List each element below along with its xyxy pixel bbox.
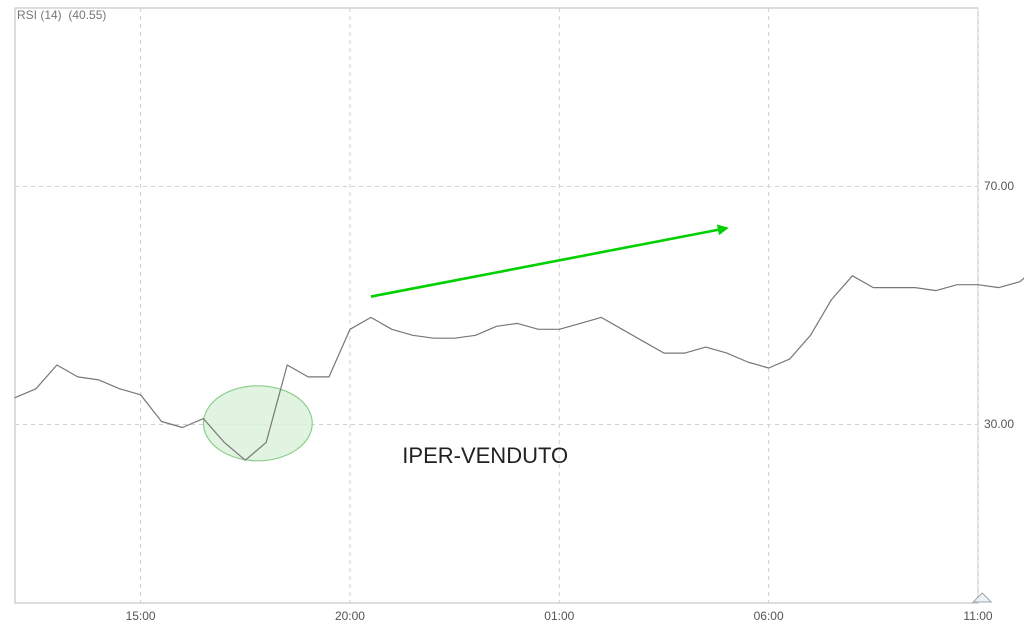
chart-svg	[0, 0, 1024, 629]
x-tick-label: 01:00	[544, 609, 574, 623]
x-tick-label: 20:00	[335, 609, 365, 623]
x-tick-label: 15:00	[126, 609, 156, 623]
y-tick-label: 70.00	[984, 179, 1014, 193]
indicator-title: RSI (14) (40.55)	[17, 8, 106, 22]
x-tick-label: 11:00	[963, 609, 992, 623]
annotation-label: IPER-VENDUTO	[402, 443, 568, 469]
x-tick-label: 06:00	[754, 609, 784, 623]
chart-container: RSI (14) (40.55) 30.00 70.00 15:00 20:00 01…	[0, 0, 1024, 629]
y-tick-label: 30.00	[984, 417, 1014, 431]
